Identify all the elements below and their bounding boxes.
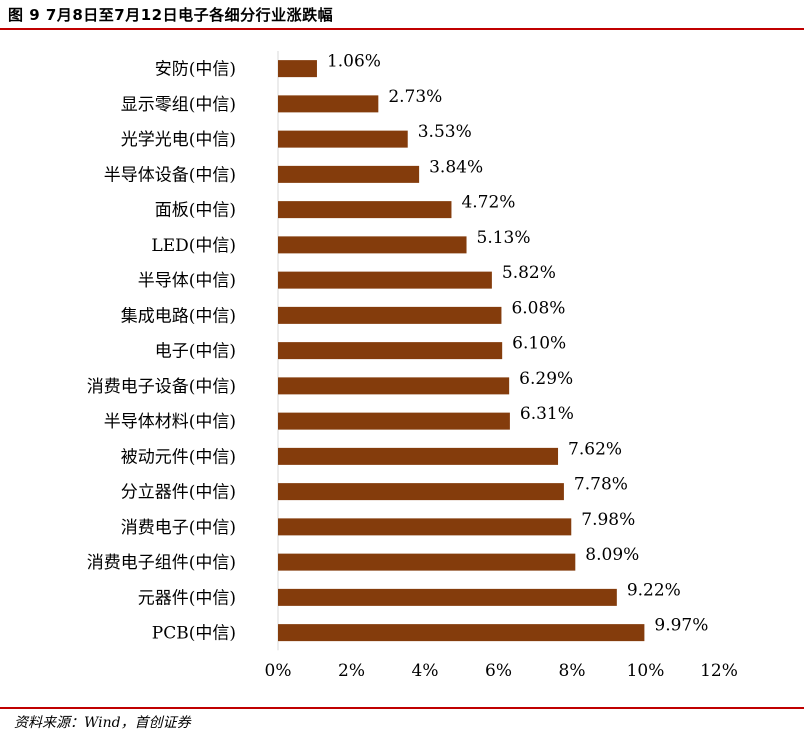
bar bbox=[278, 518, 572, 536]
bar bbox=[278, 236, 467, 254]
bar-value-label: 9.97% bbox=[654, 616, 708, 636]
bar-value-label: 5.13% bbox=[477, 228, 531, 248]
bar-value-label: 3.53% bbox=[418, 122, 472, 142]
bar-value-label: 4.72% bbox=[461, 193, 515, 213]
figure-title: 图 9 7月8日至7月12日电子各细分行业涨跌幅 bbox=[8, 6, 334, 24]
bar bbox=[278, 60, 317, 78]
bar bbox=[278, 130, 408, 148]
bar bbox=[278, 201, 452, 219]
category-label: 消费电子设备(中信) bbox=[87, 377, 236, 397]
bar bbox=[278, 447, 559, 465]
bar-value-label: 6.10% bbox=[512, 334, 566, 354]
bar-value-label: 6.08% bbox=[511, 298, 565, 318]
bar bbox=[278, 483, 564, 501]
x-tick-label: 6% bbox=[485, 661, 512, 681]
bar bbox=[278, 165, 420, 183]
bar bbox=[278, 306, 502, 324]
bar-value-label: 5.82% bbox=[502, 263, 556, 283]
source-note: 资料来源：Wind，首创证券 bbox=[14, 715, 191, 731]
category-label: 光学光电(中信) bbox=[121, 130, 236, 150]
category-label: PCB(中信) bbox=[152, 624, 236, 644]
category-label: 电子(中信) bbox=[155, 342, 236, 362]
x-tick-label: 4% bbox=[412, 661, 439, 681]
bar bbox=[278, 412, 510, 430]
bar-value-label: 7.98% bbox=[581, 510, 635, 530]
category-label: 显示零组(中信) bbox=[121, 95, 236, 115]
bar bbox=[278, 95, 379, 113]
bar-value-label: 7.62% bbox=[568, 439, 622, 459]
bar bbox=[278, 588, 617, 606]
x-tick-label: 12% bbox=[700, 661, 738, 681]
bar bbox=[278, 553, 576, 571]
bar bbox=[278, 342, 503, 360]
bar-value-label: 1.06% bbox=[327, 52, 381, 72]
category-label: 被动元件(中信) bbox=[121, 447, 236, 467]
top-rule bbox=[0, 28, 804, 30]
category-label: 消费电子组件(中信) bbox=[87, 553, 236, 573]
x-tick-label: 0% bbox=[265, 661, 292, 681]
bar-value-label: 7.78% bbox=[574, 475, 628, 495]
bar bbox=[278, 377, 510, 395]
bar-value-label: 8.09% bbox=[585, 545, 639, 565]
bar-value-label: 6.29% bbox=[519, 369, 573, 389]
category-label: 半导体设备(中信) bbox=[104, 165, 236, 185]
category-label: 元器件(中信) bbox=[138, 588, 236, 608]
category-label: 分立器件(中信) bbox=[121, 483, 236, 503]
category-label: 半导体(中信) bbox=[138, 271, 236, 291]
bottom-rule bbox=[0, 707, 804, 709]
bar bbox=[278, 624, 645, 642]
category-label: 面板(中信) bbox=[155, 201, 236, 221]
bar-value-label: 3.84% bbox=[429, 157, 483, 177]
bar-value-label: 6.31% bbox=[520, 404, 574, 424]
category-label: 消费电子(中信) bbox=[121, 518, 236, 538]
bar-value-label: 9.22% bbox=[627, 580, 681, 600]
category-label: 半导体材料(中信) bbox=[104, 412, 236, 432]
bar-value-label: 2.73% bbox=[388, 87, 442, 107]
bar bbox=[278, 271, 492, 289]
x-tick-label: 10% bbox=[627, 661, 665, 681]
category-label: 安防(中信) bbox=[155, 60, 236, 80]
category-label: 集成电路(中信) bbox=[121, 306, 236, 326]
category-label: LED(中信) bbox=[151, 236, 236, 256]
x-tick-label: 2% bbox=[338, 661, 365, 681]
x-tick-label: 8% bbox=[559, 661, 586, 681]
